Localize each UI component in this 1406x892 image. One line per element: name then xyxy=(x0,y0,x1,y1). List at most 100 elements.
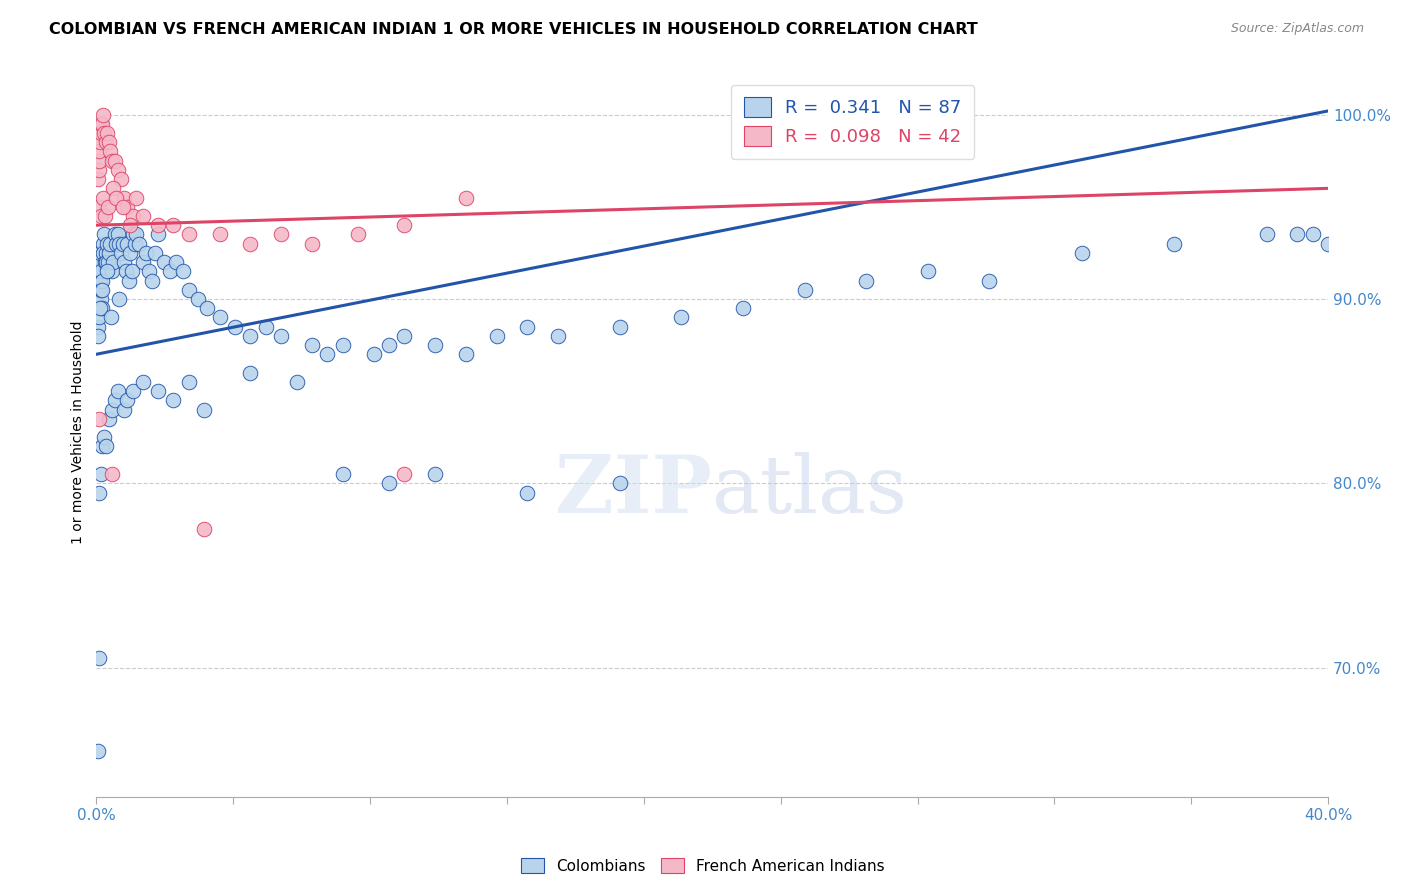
Point xyxy=(96,255,118,269)
Point xyxy=(96,126,118,140)
Point xyxy=(454,347,477,361)
Point xyxy=(115,393,138,408)
Point xyxy=(94,135,117,149)
Point xyxy=(91,107,114,121)
Point xyxy=(1070,245,1092,260)
Point xyxy=(1302,227,1324,242)
Point xyxy=(239,366,262,380)
Point xyxy=(98,145,121,159)
Legend: R =  0.341   N = 87, R =  0.098   N = 42: R = 0.341 N = 87, R = 0.098 N = 42 xyxy=(731,85,974,159)
Point xyxy=(193,402,215,417)
Point xyxy=(115,200,138,214)
Point xyxy=(423,338,446,352)
Point xyxy=(96,236,118,251)
Point xyxy=(378,338,401,352)
Point xyxy=(254,319,277,334)
Point xyxy=(96,264,118,278)
Point xyxy=(90,273,112,287)
Point xyxy=(671,310,693,325)
Point xyxy=(97,135,120,149)
Point xyxy=(89,255,111,269)
Point xyxy=(91,283,114,297)
Point xyxy=(122,209,145,223)
Point xyxy=(394,467,416,481)
Point xyxy=(93,430,115,444)
Text: Source: ZipAtlas.com: Source: ZipAtlas.com xyxy=(1230,22,1364,36)
Point xyxy=(138,264,160,278)
Point xyxy=(89,245,111,260)
Point xyxy=(239,236,262,251)
Point xyxy=(177,375,200,389)
Point xyxy=(118,273,141,287)
Point xyxy=(91,190,114,204)
Point xyxy=(94,439,117,453)
Point xyxy=(347,227,370,242)
Text: COLOMBIAN VS FRENCH AMERICAN INDIAN 1 OR MORE VEHICLES IN HOUSEHOLD CORRELATION : COLOMBIAN VS FRENCH AMERICAN INDIAN 1 OR… xyxy=(49,22,979,37)
Point xyxy=(122,384,145,398)
Point xyxy=(97,411,120,425)
Point xyxy=(423,467,446,481)
Point xyxy=(187,292,209,306)
Point xyxy=(105,190,128,204)
Point xyxy=(90,292,112,306)
Point xyxy=(100,402,122,417)
Point xyxy=(1286,227,1309,242)
Point xyxy=(193,522,215,536)
Point xyxy=(87,283,110,297)
Point xyxy=(90,301,112,315)
Point xyxy=(110,245,132,260)
Point xyxy=(87,310,110,325)
Point xyxy=(195,301,218,315)
Point xyxy=(104,227,127,242)
Point xyxy=(143,245,166,260)
Point xyxy=(100,153,122,168)
Point xyxy=(332,467,354,481)
Point xyxy=(516,485,538,500)
Point xyxy=(115,236,138,251)
Point xyxy=(394,328,416,343)
Point xyxy=(87,162,110,177)
Point xyxy=(87,651,110,665)
Point xyxy=(100,310,122,325)
Point xyxy=(162,218,184,232)
Point xyxy=(301,236,323,251)
Point xyxy=(90,126,112,140)
Point xyxy=(112,402,135,417)
Point xyxy=(131,209,153,223)
Point xyxy=(316,347,339,361)
Point xyxy=(162,393,184,408)
Point xyxy=(1317,236,1340,251)
Point xyxy=(100,264,122,278)
Point xyxy=(454,190,477,204)
Point xyxy=(131,375,153,389)
Point xyxy=(124,236,146,251)
Point xyxy=(112,190,135,204)
Point xyxy=(87,743,110,757)
Point xyxy=(90,439,112,453)
Point xyxy=(1256,227,1278,242)
Point xyxy=(224,319,246,334)
Text: atlas: atlas xyxy=(713,452,907,530)
Point xyxy=(125,227,148,242)
Legend: Colombians, French American Indians: Colombians, French American Indians xyxy=(515,852,891,880)
Point xyxy=(135,245,157,260)
Point xyxy=(855,273,877,287)
Point xyxy=(89,301,111,315)
Point xyxy=(239,328,262,343)
Y-axis label: 1 or more Vehicles in Household: 1 or more Vehicles in Household xyxy=(72,321,86,544)
Point xyxy=(793,283,815,297)
Point xyxy=(731,301,754,315)
Point xyxy=(609,319,631,334)
Point xyxy=(93,227,115,242)
Point xyxy=(111,200,134,214)
Point xyxy=(125,190,148,204)
Point xyxy=(91,245,114,260)
Point xyxy=(609,476,631,491)
Point xyxy=(87,319,110,334)
Point xyxy=(146,227,169,242)
Point xyxy=(108,236,131,251)
Point xyxy=(91,236,114,251)
Point xyxy=(89,145,111,159)
Point xyxy=(120,218,142,232)
Point xyxy=(89,273,111,287)
